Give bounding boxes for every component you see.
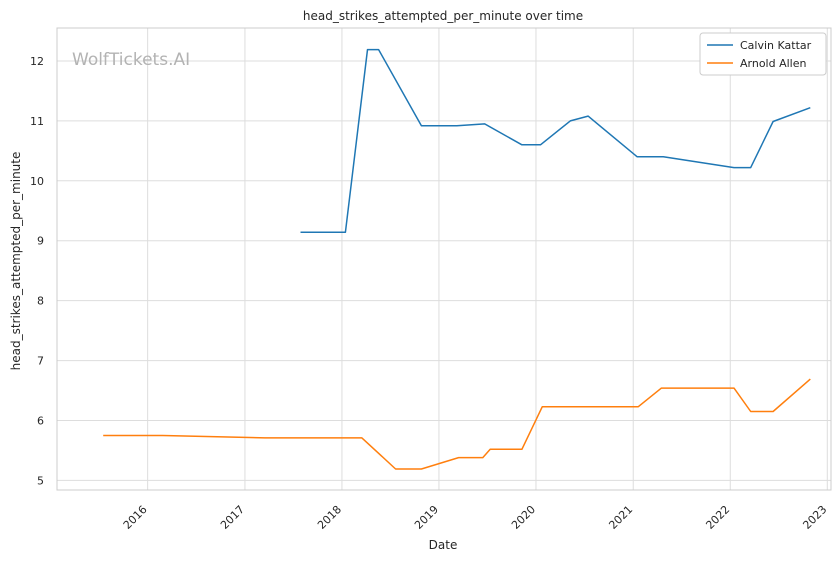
legend-box bbox=[699, 32, 827, 76]
y-tick-label: 5 bbox=[37, 474, 44, 487]
legend-label-calvin-kattar: Calvin Kattar bbox=[740, 39, 812, 52]
y-tick-label: 12 bbox=[30, 55, 44, 68]
plot-frame bbox=[56, 27, 832, 491]
y-tick-label: 7 bbox=[37, 355, 44, 368]
watermark-text: WolfTickets.AI bbox=[72, 50, 190, 70]
y-tick-label: 6 bbox=[37, 414, 44, 427]
y-tick-label: 11 bbox=[30, 115, 44, 128]
y-tick-label: 10 bbox=[30, 175, 44, 188]
series-line-0 bbox=[300, 48, 811, 234]
x-axis-label: Date bbox=[429, 538, 458, 552]
plot-area bbox=[103, 48, 811, 470]
y-axis-label: head_strikes_attempted_per_minute bbox=[9, 152, 23, 371]
y-tick-label: 9 bbox=[37, 235, 44, 248]
y-tick-label: 8 bbox=[37, 295, 44, 308]
grid bbox=[56, 27, 832, 491]
legend-label-arnold-allen: Arnold Allen bbox=[740, 57, 806, 70]
chart-title: head_strikes_attempted_per_minute over t… bbox=[303, 9, 583, 23]
series-line-1 bbox=[103, 378, 811, 470]
legend: Calvin Kattar Arnold Allen bbox=[699, 32, 827, 76]
